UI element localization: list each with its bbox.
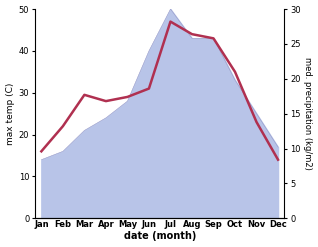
X-axis label: date (month): date (month): [123, 231, 196, 242]
Y-axis label: max temp (C): max temp (C): [5, 82, 15, 145]
Y-axis label: med. precipitation (kg/m2): med. precipitation (kg/m2): [303, 57, 313, 170]
